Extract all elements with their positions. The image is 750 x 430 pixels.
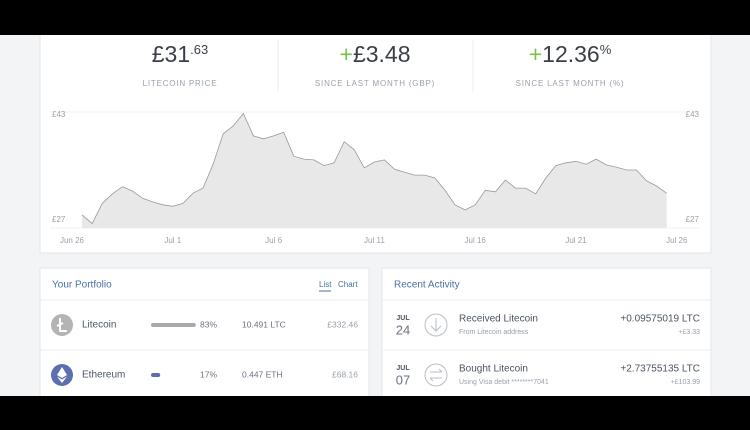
x-tick-label: Jul 1 <box>164 236 181 245</box>
share-bar <box>151 373 161 377</box>
asset-amount: 0.447 ETH <box>242 369 283 379</box>
x-tick-label: Jul 6 <box>265 236 282 245</box>
price-line <box>81 112 667 225</box>
stat-sign: + <box>529 41 542 67</box>
stat-main: £31 <box>152 41 190 67</box>
x-tick-label: Jul 11 <box>364 236 385 245</box>
activity-month: JUL <box>396 315 410 322</box>
stat-sup: % <box>600 42 612 57</box>
asset-amount: 10.491 LTC <box>242 319 286 329</box>
stat-value: £31.63 <box>152 41 208 67</box>
portfolio-card <box>39 267 370 419</box>
y-tick-label: £43 <box>52 110 66 119</box>
stat-sup: .63 <box>190 42 208 57</box>
share-label: 83% <box>200 319 217 329</box>
letterbox <box>0 396 750 430</box>
activity-title: Received Litecoin <box>459 314 538 325</box>
stat-value: +12.36% <box>529 41 612 67</box>
coin-glyph <box>56 318 67 332</box>
portfolio-rows: Litecoin 83% 10.491 LTC £332.46 Ethereum 17% 0… <box>82 319 358 380</box>
activity-subtitle: From Litecoin address <box>459 329 529 336</box>
asset-value: £68.16 <box>332 369 358 379</box>
activity-month: JUL <box>396 365 410 372</box>
share-bar <box>151 323 196 327</box>
activity-title: Bought Litecoin <box>459 364 528 375</box>
tab[interactable]: List <box>319 280 332 289</box>
stat-sign: + <box>340 41 353 67</box>
activity-amount: +0.09575019 LTC <box>620 314 700 325</box>
activity-value: +£103.99 <box>671 379 700 386</box>
activity-day: 24 <box>396 322 410 337</box>
stat-main: 12.36 <box>542 41 600 67</box>
tab[interactable]: Chart <box>338 280 358 289</box>
stat-main: £3.48 <box>353 41 411 67</box>
y-tick-label: £27 <box>52 215 66 224</box>
letterbox <box>0 0 750 35</box>
price-area <box>82 113 667 228</box>
stat-label: SINCE LAST MONTH (%) <box>516 79 625 88</box>
price-chart: £27 £27 £43 £43 Jun 26 Jul 1 Jul 6 Jul 11 Jul 16… <box>50 110 700 245</box>
y-tick-label: £27 <box>686 215 700 224</box>
activity-glyph <box>429 368 443 382</box>
asset-value: £332.46 <box>327 319 358 329</box>
activity-value: +£3.33 <box>678 329 700 336</box>
stat-label: SINCE LAST MONTH (GBP) <box>315 79 435 88</box>
activity-glyph <box>430 318 442 332</box>
coin-glyph <box>57 367 67 383</box>
stat-label: LITECOIN PRICE <box>143 79 218 88</box>
activity-day: 07 <box>396 372 410 387</box>
x-tick-label: Jul 21 <box>565 236 587 245</box>
asset-name: Litecoin <box>82 320 116 331</box>
activity-icon <box>424 363 448 387</box>
activity-subtitle: Using Visa debit ********7041 <box>459 379 549 386</box>
x-tick-label: Jun 26 <box>60 236 85 245</box>
card-title: Recent Activity <box>394 280 460 291</box>
activity-card <box>381 267 712 419</box>
stat-value: +£3.48 <box>340 41 411 67</box>
asset-name: Ethereum <box>82 370 125 381</box>
x-tick-label: Jul 16 <box>465 236 487 245</box>
card-title: Your Portfolio <box>52 280 112 291</box>
activity-amount: +2.73755135 LTC <box>620 364 700 375</box>
coin-icon <box>51 314 73 336</box>
y-tick-label: £43 <box>686 110 700 119</box>
activity-icon <box>424 313 448 337</box>
x-tick-label: Jul 26 <box>666 236 688 245</box>
share-label: 17% <box>200 369 217 379</box>
